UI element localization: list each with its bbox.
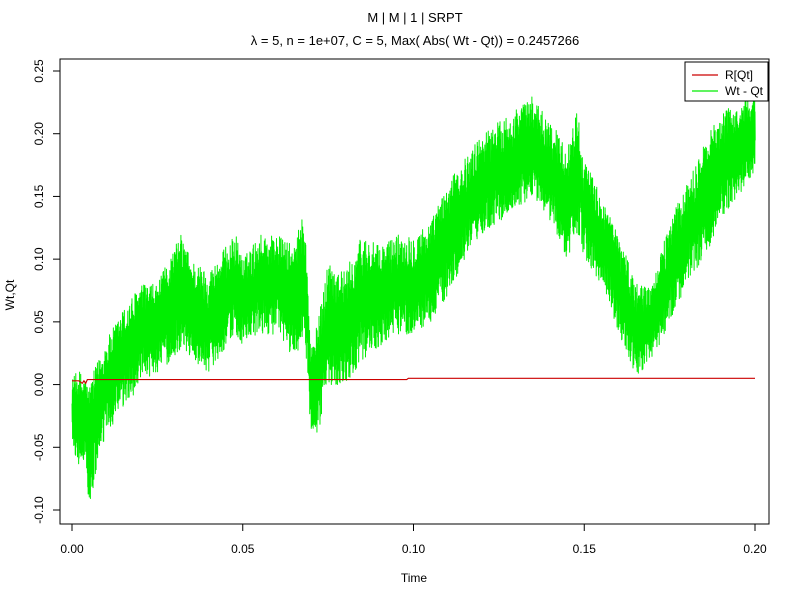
y-tick-label: 0.15 (32, 184, 46, 208)
y-tick-label: 0.25 (32, 59, 46, 83)
legend-label-r-qt: R[Qt] (725, 68, 753, 82)
y-tick-label: -0.05 (32, 433, 46, 461)
x-axis-label: Time (401, 571, 428, 585)
x-tick-label: 0.00 (60, 542, 84, 556)
chart-title: M | M | 1 | SRPT (367, 10, 462, 25)
legend: R[Qt] Wt - Qt (684, 61, 769, 102)
x-tick-label: 0.15 (573, 542, 597, 556)
x-tick-label: 0.10 (402, 542, 426, 556)
x-tick-label: 0.20 (743, 542, 767, 556)
legend-label-wt-qt: Wt - Qt (725, 84, 764, 98)
series-r-qt (72, 377, 755, 385)
y-tick-label: 0.20 (32, 122, 46, 146)
x-tick-label: 0.05 (231, 542, 255, 556)
y-axis-label: Wt,Qt (3, 279, 17, 310)
y-axis: -0.10 -0.05 0.00 0.05 0.10 0.15 0.20 0.25 (32, 59, 61, 524)
chart-subtitle: λ = 5, n = 1e+07, C = 5, Max( Abs( Wt - … (251, 33, 579, 48)
y-tick-label: 0.00 (32, 373, 46, 397)
y-tick-label: 0.05 (32, 310, 46, 334)
wt-qt-line (71, 84, 756, 499)
y-tick-label: 0.10 (32, 247, 46, 271)
y-tick-label: -0.10 (32, 496, 46, 524)
series-wt-qt (71, 84, 756, 499)
r-qt-line (72, 377, 755, 385)
x-axis: 0.00 0.05 0.10 0.15 0.20 (60, 523, 767, 556)
legend-box (684, 61, 769, 102)
